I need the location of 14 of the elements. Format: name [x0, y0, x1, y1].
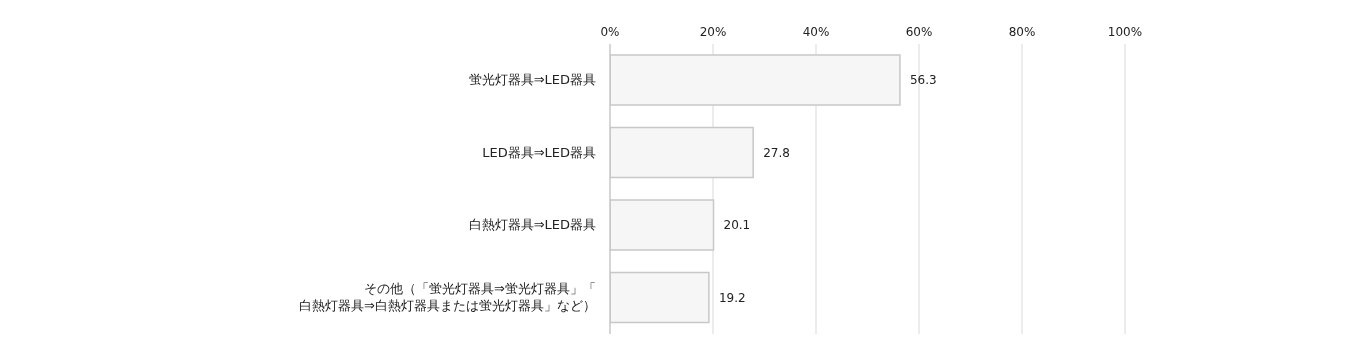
data-label: 20.1 — [723, 218, 751, 233]
data-label: 56.3 — [909, 73, 937, 88]
y-tick-label: 蛍光灯器具⇒LED器具 — [468, 71, 596, 87]
data-label: 27.8 — [763, 145, 790, 160]
data-label: 19.2 — [718, 290, 746, 305]
x-tick-label: 60% — [905, 25, 933, 39]
x-tick-label: 40% — [802, 25, 830, 39]
x-tick-label: 0% — [600, 25, 620, 39]
y-tick-label: 白熱灯器具⇒LED器具 — [468, 216, 596, 232]
x-tick-label: 100% — [1107, 25, 1143, 39]
x-tick-label: 20% — [699, 25, 727, 39]
y-tick-label: LED器具⇒LED器具 — [482, 144, 596, 160]
y-tick-label: その他（「蛍光灯器具⇒蛍光灯器具」「白熱灯器具⇒白熱灯器具または蛍光灯器具」など） — [299, 280, 596, 313]
x-tick-label: 80% — [1008, 25, 1036, 39]
